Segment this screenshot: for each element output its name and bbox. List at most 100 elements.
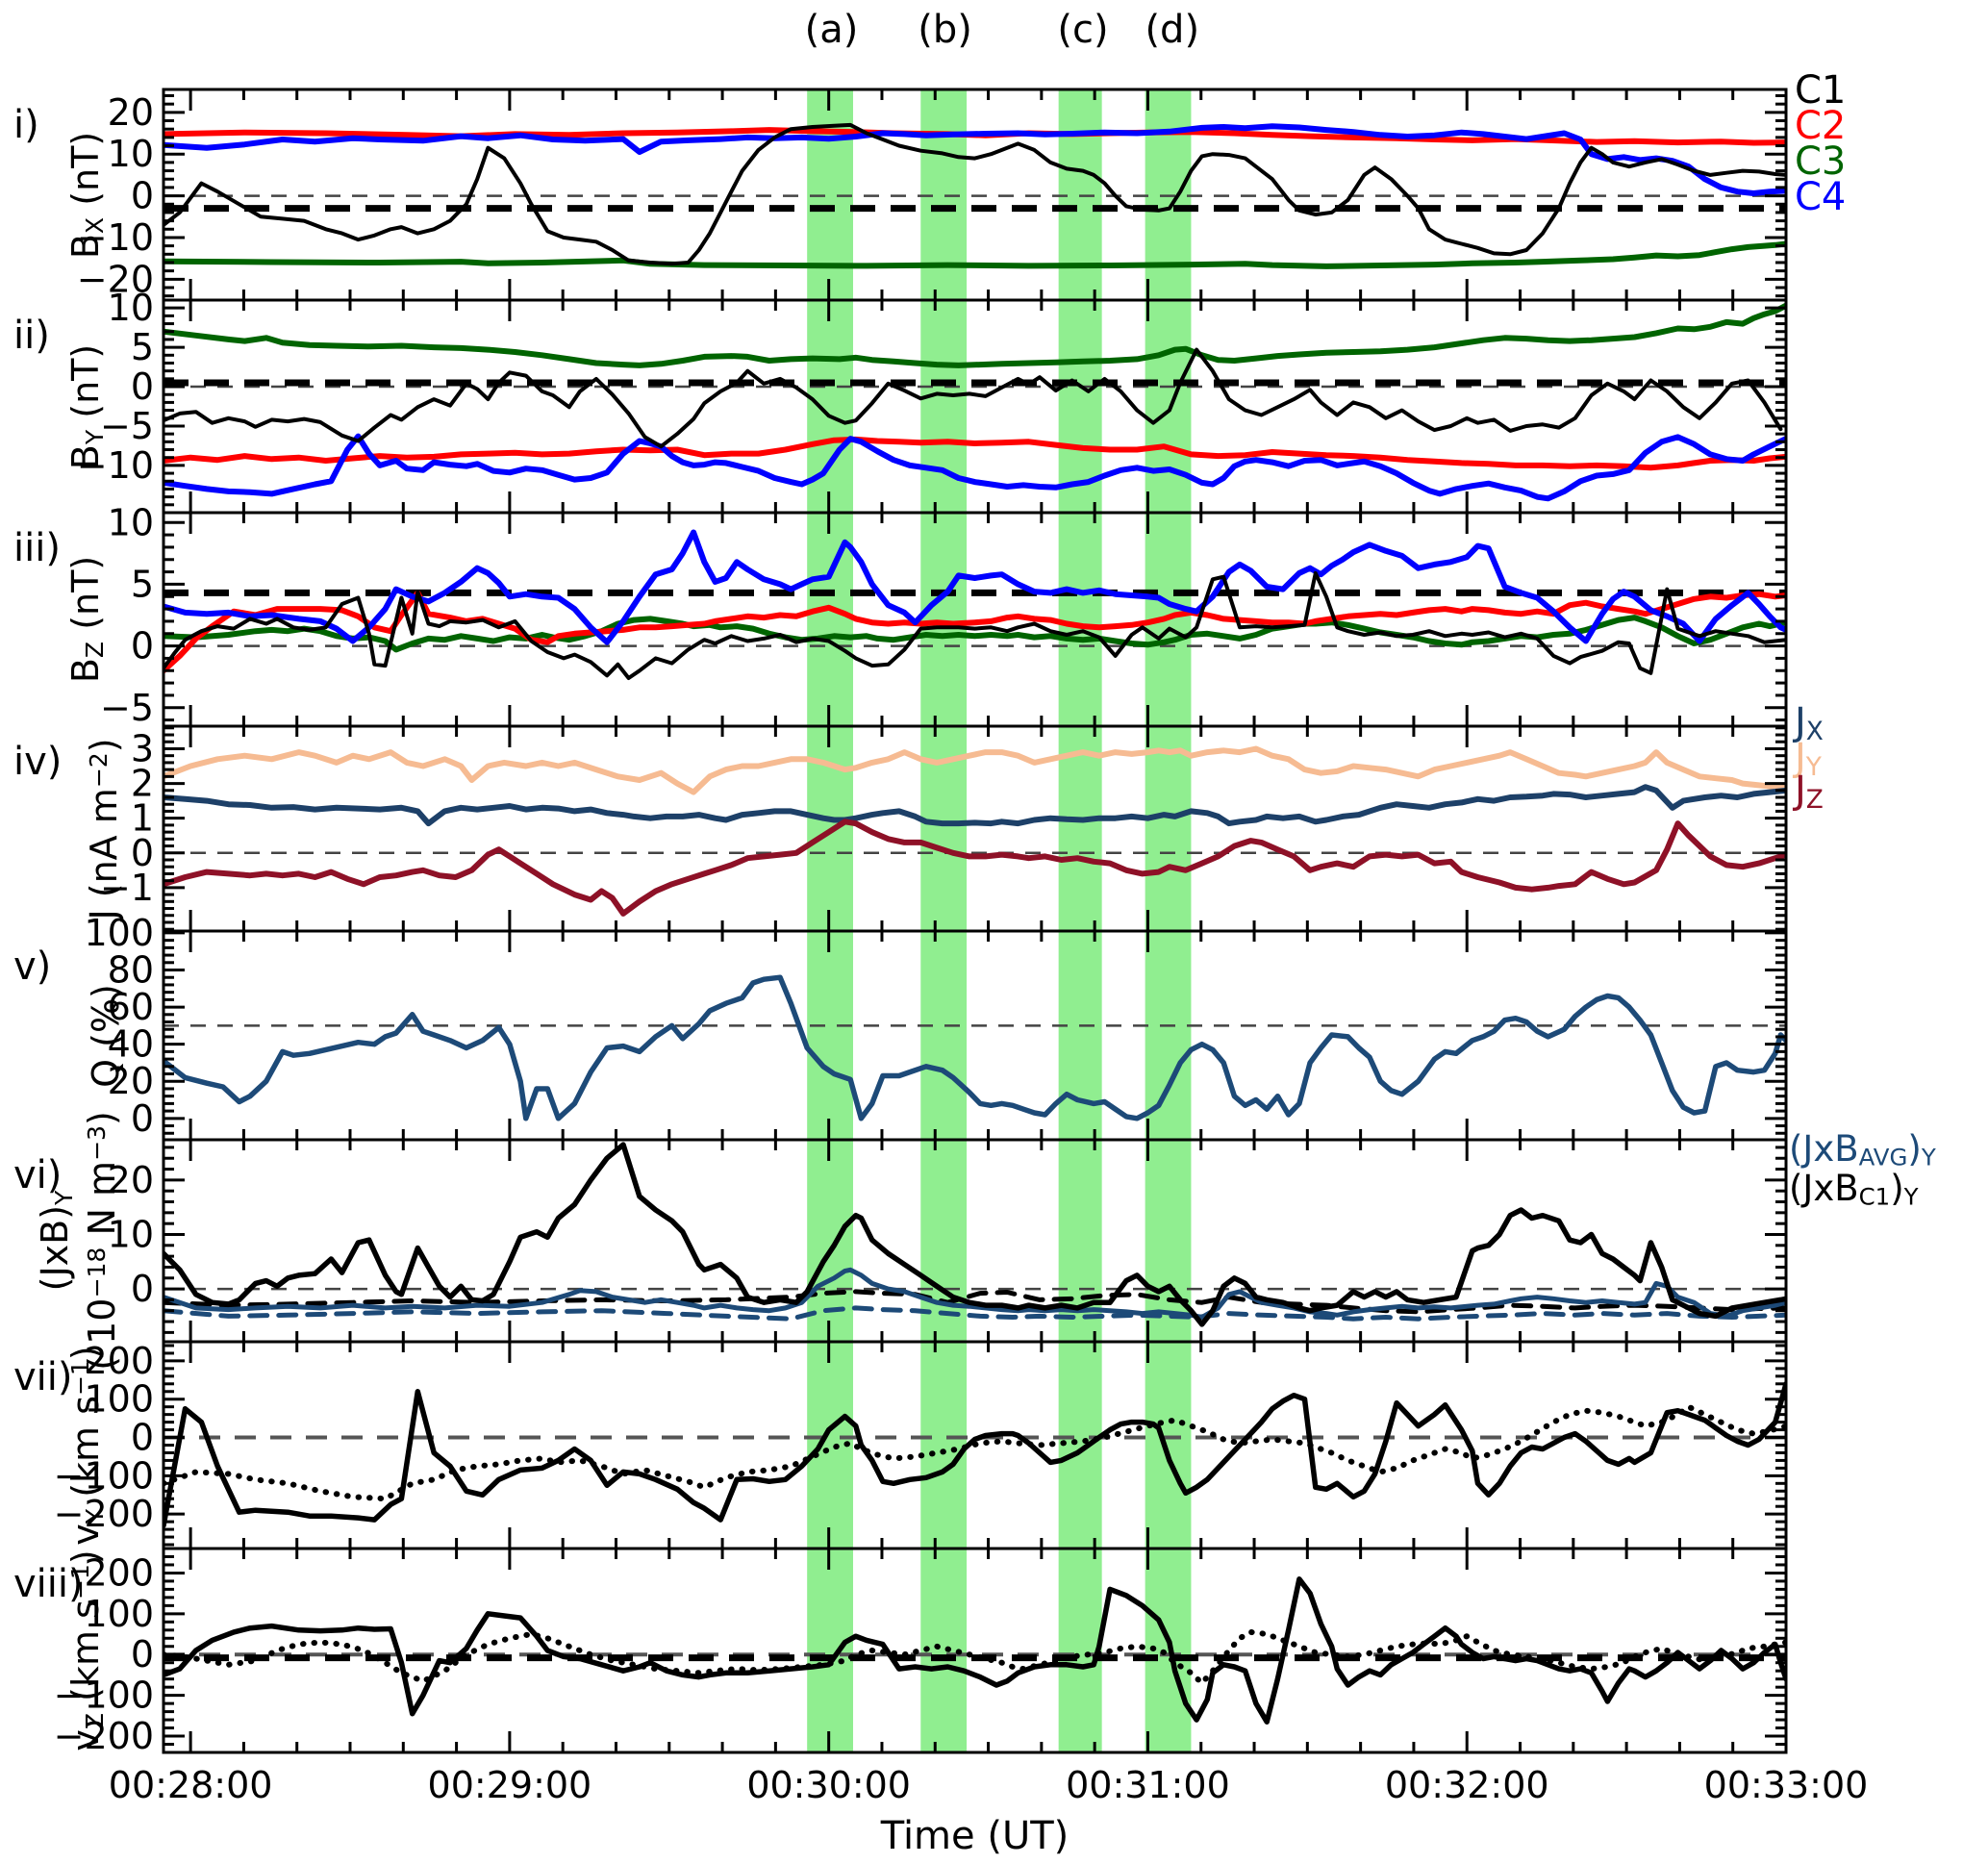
series-vZ_dotted bbox=[164, 1628, 1786, 1686]
panel-numeral-iv: iv) bbox=[13, 740, 63, 784]
y-axis-label-i: BX (nT) bbox=[63, 131, 110, 259]
panel-numeral-vii: vii) bbox=[13, 1355, 73, 1399]
event-band bbox=[920, 931, 968, 1140]
panel-numeral-i: i) bbox=[13, 103, 39, 147]
event-band bbox=[1058, 1549, 1102, 1752]
y-tick-label: −100 bbox=[54, 1675, 154, 1717]
event-band bbox=[1058, 726, 1102, 931]
y-tick-label: 80 bbox=[108, 949, 154, 992]
series-JxB_AVG bbox=[164, 1267, 1786, 1320]
y-tick-label: 2 bbox=[131, 763, 154, 805]
y-tick-label: −5 bbox=[100, 687, 154, 729]
y-tick-label: 100 bbox=[84, 1378, 154, 1421]
legend-jxb-c1: (JxBC1)Y bbox=[1789, 1168, 1919, 1211]
x-axis-title: Time (UT) bbox=[880, 1814, 1069, 1858]
y-axis-label-iii: BZ (nT) bbox=[63, 555, 110, 684]
y-tick-label: −1 bbox=[100, 867, 154, 909]
y-tick-label: 0 bbox=[131, 625, 154, 668]
event-band bbox=[1145, 726, 1192, 931]
panel-numeral-v: v) bbox=[13, 945, 52, 989]
x-tick-label: 00:32:00 bbox=[1384, 1764, 1549, 1806]
series-JZ bbox=[164, 819, 1786, 917]
y-tick-label: 20 bbox=[108, 1060, 154, 1102]
series-JX bbox=[164, 784, 1786, 827]
panel-vi bbox=[164, 1140, 1786, 1342]
y-tick-label: −200 bbox=[54, 1715, 154, 1757]
series-C4 bbox=[164, 433, 1786, 502]
y-axis-label-viii: vZ (km s−1) bbox=[63, 1549, 110, 1751]
series-C3 bbox=[164, 240, 1786, 269]
y-tick-label: 0 bbox=[131, 1633, 154, 1675]
panel-iii bbox=[164, 513, 1786, 726]
y-tick-label: −10 bbox=[77, 444, 154, 487]
series-JxB_C1_dashed bbox=[164, 1289, 1786, 1315]
panel-numeral-ii: ii) bbox=[13, 314, 50, 358]
event-band bbox=[1058, 931, 1102, 1140]
series-C1 bbox=[164, 570, 1786, 680]
event-band bbox=[807, 931, 853, 1140]
event-band bbox=[1058, 1342, 1102, 1549]
y-tick-label: 3 bbox=[131, 727, 154, 769]
panel-border bbox=[162, 1547, 1788, 1754]
legend-jz: JZ bbox=[1795, 768, 1824, 815]
series-vY bbox=[164, 1381, 1786, 1528]
event-band bbox=[1145, 931, 1192, 1140]
series-JY bbox=[164, 745, 1786, 795]
panel-ii bbox=[164, 300, 1786, 513]
legend-jxb-avg: (JxBAVG)Y bbox=[1789, 1128, 1936, 1171]
y-tick-label: 20 bbox=[108, 91, 154, 134]
band-label-b: (b) bbox=[918, 8, 972, 52]
y-tick-label: 0 bbox=[131, 365, 154, 408]
band-label-c: (c) bbox=[1057, 8, 1109, 52]
panel-numeral-iii: iii) bbox=[13, 526, 61, 570]
series-C1 bbox=[164, 122, 1786, 266]
panel-numeral-viii: viii) bbox=[13, 1562, 84, 1606]
x-tick-label: 00:31:00 bbox=[1066, 1764, 1230, 1806]
y-tick-label: 60 bbox=[108, 986, 154, 1028]
x-tick-label: 00:33:00 bbox=[1703, 1764, 1869, 1806]
y-tick-label: −200 bbox=[54, 1493, 154, 1535]
y-tick-label: 0 bbox=[131, 1417, 154, 1459]
series-C4 bbox=[164, 529, 1786, 645]
y-tick-label: 0 bbox=[131, 832, 154, 874]
y-tick-label: −5 bbox=[100, 405, 154, 447]
series-C2 bbox=[164, 436, 1786, 471]
band-label-d: (d) bbox=[1145, 8, 1200, 52]
y-axis-label-vii: vY (km s−1) bbox=[63, 1345, 110, 1546]
event-band bbox=[1145, 300, 1192, 513]
event-band bbox=[1058, 513, 1102, 726]
series-vY_dotted bbox=[164, 1403, 1786, 1502]
y-axis-label-ii: BY (nT) bbox=[63, 343, 110, 469]
y-tick-label: −10 bbox=[77, 216, 154, 259]
panel-numeral-vi: vi) bbox=[13, 1153, 63, 1197]
y-tick-label: 200 bbox=[84, 1340, 154, 1382]
series-C1 bbox=[164, 347, 1783, 449]
series-vZ bbox=[164, 1576, 1786, 1725]
panel-v bbox=[164, 931, 1786, 1140]
event-band bbox=[920, 513, 968, 726]
legend-c1: C1 bbox=[1795, 68, 1847, 113]
y-tick-label: 5 bbox=[131, 326, 154, 368]
event-band bbox=[1145, 1140, 1192, 1342]
y-tick-label: 200 bbox=[84, 1551, 154, 1594]
series-C4 bbox=[164, 123, 1786, 196]
band-label-a: (a) bbox=[804, 8, 859, 52]
event-band bbox=[807, 513, 853, 726]
legend-c2: C2 bbox=[1795, 104, 1847, 148]
panel-vii bbox=[164, 1342, 1786, 1549]
y-axis-unit-label: ( 10−18 N m−3) bbox=[81, 1111, 123, 1371]
y-tick-label: −20 bbox=[77, 258, 154, 300]
legend-c4: C4 bbox=[1795, 175, 1847, 219]
y-tick-label: 10 bbox=[108, 501, 154, 543]
y-tick-label: 10 bbox=[108, 1213, 154, 1255]
y-axis-label-vi: (JxB)Y bbox=[33, 1190, 79, 1292]
series-JxB_C1 bbox=[164, 1142, 1786, 1327]
legend-jy: JY bbox=[1795, 736, 1822, 782]
event-band bbox=[920, 1342, 968, 1549]
x-tick-label: 00:30:00 bbox=[746, 1764, 911, 1806]
y-tick-label: 0 bbox=[131, 1097, 154, 1140]
y-tick-label: 0 bbox=[131, 175, 154, 217]
legend-c3: C3 bbox=[1795, 139, 1847, 184]
y-tick-label: 100 bbox=[84, 1593, 154, 1635]
